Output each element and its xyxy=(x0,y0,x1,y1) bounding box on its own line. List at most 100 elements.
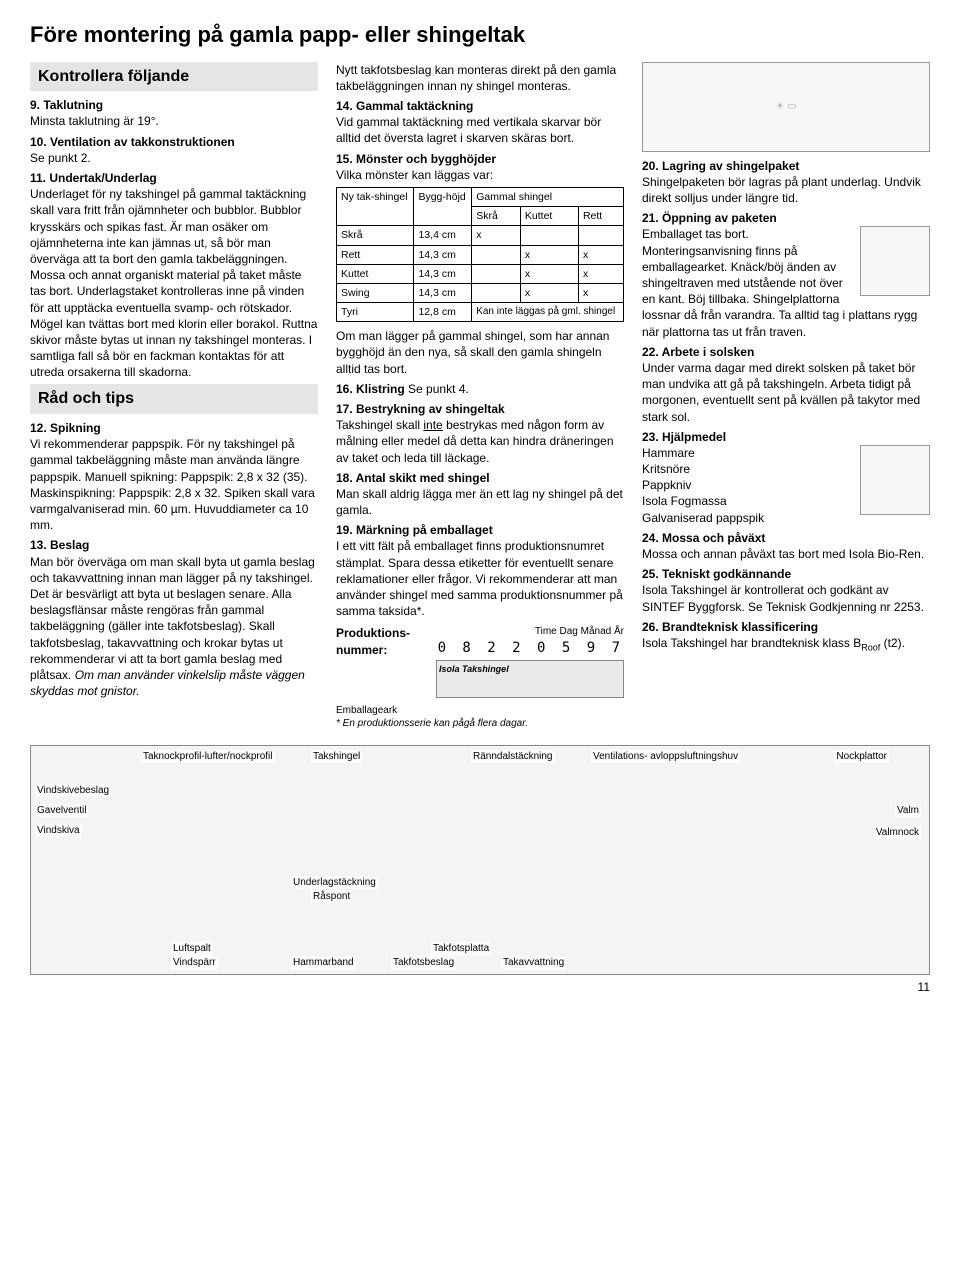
item-17-body-a: Takshingel skall xyxy=(336,418,423,432)
tool-0: Hammare xyxy=(642,446,695,460)
lbl-vindskiva: Vindskiva xyxy=(35,824,82,838)
cell: Swing xyxy=(337,283,414,302)
prodnum-label: Produktions-nummer: xyxy=(336,625,426,657)
item-26-body-b: Roof xyxy=(861,642,880,652)
item-10-title: 10. Ventilation av takkonstruktionen xyxy=(30,135,235,149)
item-11: 11. Undertak/Underlag Underlaget för ny … xyxy=(30,170,318,380)
roof-diagram: Taknockprofil-lufter/nockprofil Takshing… xyxy=(30,745,930,975)
lbl-gavelventil: Gavelventil xyxy=(35,804,88,818)
item-13-title: 13. Beslag xyxy=(30,538,89,552)
cell: x xyxy=(520,264,578,283)
table-row: Swing 14,3 cm x x xyxy=(337,283,624,302)
cell: x xyxy=(472,226,521,245)
item-22-title: 22. Arbete i solsken xyxy=(642,345,754,359)
cell xyxy=(520,226,578,245)
item-24: 24. Mossa och påväxt Mossa och annan påv… xyxy=(642,530,930,562)
item-15: 15. Mönster och bygghöjder Vilka mönster… xyxy=(336,151,624,183)
item-15-title: 15. Mönster och bygghöjder xyxy=(336,152,496,166)
lbl-vindskivebeslag: Vindskivebeslag xyxy=(35,784,111,798)
item-19-title: 19. Märkning på emballaget xyxy=(336,523,493,537)
cell: 13,4 cm xyxy=(414,226,472,245)
cell: 14,3 cm xyxy=(414,245,472,264)
item-11-body: Underlaget för ny takshingel på gammal t… xyxy=(30,187,317,379)
tool-3: Isola Fogmassa xyxy=(642,494,727,508)
table-row: Kuttet 14,3 cm x x xyxy=(337,264,624,283)
item-25: 25. Tekniskt godkännande Isola Takshinge… xyxy=(642,566,930,615)
item-9-title: 9. Taklutning xyxy=(30,98,103,112)
lbl-vindsparr: Vindspärr xyxy=(171,956,218,970)
header-kontrollera: Kontrollera följande xyxy=(30,62,318,92)
item-26-body-c: (t2). xyxy=(880,636,905,650)
item-16: 16. Klistring Se punkt 4. xyxy=(336,381,624,397)
item-14: 14. Gammal taktäckning Vid gammal taktäc… xyxy=(336,98,624,147)
column-1: Kontrollera följande 9. Taklutning Minst… xyxy=(30,62,318,731)
item-9-body: Minsta taklutning är 19°. xyxy=(30,114,159,128)
illus-shingle-icon xyxy=(860,226,930,296)
item-22-body: Under varma dagar med direkt solsken på … xyxy=(642,361,920,424)
item-12-title: 12. Spikning xyxy=(30,421,101,435)
lbl-takfotsplatta: Takfotsplatta xyxy=(431,942,491,956)
item-17-title: 17. Bestrykning av shingeltak xyxy=(336,402,505,416)
prodnum-digits: 0 8 2 2 0 5 9 7 xyxy=(436,639,624,658)
item-23-title: 23. Hjälpmedel xyxy=(642,430,726,444)
column-3: ☀ ▭ 20. Lagring av shingelpaket Shingelp… xyxy=(642,62,930,731)
item-24-title: 24. Mossa och påväxt xyxy=(642,531,765,545)
item-20-body: Shingelpaketen bör lagras på plant under… xyxy=(642,175,921,205)
cell: 14,3 cm xyxy=(414,264,472,283)
item-13: 13. Beslag Man bör överväga om man skall… xyxy=(30,537,318,699)
illus-sun-icon: ☀ ▭ xyxy=(642,62,930,152)
cell: x xyxy=(520,245,578,264)
main-columns: Kontrollera följande 9. Taklutning Minst… xyxy=(30,62,930,731)
item-26-title: 26. Brandteknisk klassificering xyxy=(642,620,818,634)
item-19: 19. Märkning på emballaget I ett vitt fä… xyxy=(336,522,624,619)
item-26: 26. Brandteknisk klassificering Isola Ta… xyxy=(642,619,930,654)
item-12-body: Vi rekommenderar pappspik. För ny takshi… xyxy=(30,437,315,532)
lbl-ventilations: Ventilations- avloppsluftningshuv xyxy=(591,750,740,764)
intro-para: Nytt takfotsbeslag kan monteras direkt p… xyxy=(336,62,624,94)
item-16-body: Se punkt 4. xyxy=(408,382,469,396)
item-12: 12. Spikning Vi rekommenderar pappspik. … xyxy=(30,420,318,533)
cell: Rett xyxy=(337,245,414,264)
item-25-title: 25. Tekniskt godkännande xyxy=(642,567,791,581)
embal-title: Isola Takshingel xyxy=(439,663,621,675)
cell: Tyri xyxy=(337,303,414,322)
lbl-underlagstackning: Underlagstäckning xyxy=(291,876,378,890)
th-skra: Skrå xyxy=(472,207,521,226)
cell xyxy=(472,264,521,283)
item-22: 22. Arbete i solsken Under varma dagar m… xyxy=(642,344,930,425)
item-21: 21. Öppning av paketen Emballaget tas bo… xyxy=(642,210,930,340)
th-rett: Rett xyxy=(578,207,623,226)
embal-box: Isola Takshingel xyxy=(436,660,624,698)
cell: x xyxy=(578,245,623,264)
item-16-title: 16. Klistring xyxy=(336,382,405,396)
item-14-body: Vid gammal taktäckning med vertikala ska… xyxy=(336,115,601,145)
item-13-body-a: Man bör överväga om man skall byta ut ga… xyxy=(30,555,315,682)
cell xyxy=(472,245,521,264)
item-10: 10. Ventilation av takkonstruktionen Se … xyxy=(30,134,318,166)
table-header-row: Ny tak-shingel Bygg-höjd Gammal shingel xyxy=(337,188,624,207)
cell xyxy=(472,283,521,302)
item-21-title: 21. Öppning av paketen xyxy=(642,211,777,225)
lbl-takshingel: Takshingel xyxy=(311,750,362,764)
lbl-ranndal: Ränndalstäckning xyxy=(471,750,555,764)
cell: 14,3 cm xyxy=(414,283,472,302)
lbl-raspont: Råspont xyxy=(311,890,352,904)
column-2: Nytt takfotsbeslag kan monteras direkt p… xyxy=(336,62,624,731)
item-19-body: I ett vitt fält på emballaget finns prod… xyxy=(336,539,623,618)
table-row: Skrå 13,4 cm x xyxy=(337,226,624,245)
cell: x xyxy=(520,283,578,302)
item-23: 23. Hjälpmedel Hammare Kritsnöre Pappkni… xyxy=(642,429,930,526)
tool-1: Kritsnöre xyxy=(642,462,690,476)
page-number: 11 xyxy=(30,979,930,995)
item-14-title: 14. Gammal taktäckning xyxy=(336,99,473,113)
after-table: Om man lägger på gammal shingel, som har… xyxy=(336,328,624,377)
cell: 12,8 cm xyxy=(414,303,472,322)
item-18-title: 18. Antal skikt med shingel xyxy=(336,471,490,485)
lbl-luftspalt: Luftspalt xyxy=(171,942,213,956)
lbl-nockplattor: Nockplattor xyxy=(834,750,889,764)
lbl-valmnock: Valmnock xyxy=(874,826,921,840)
cell: Kuttet xyxy=(337,264,414,283)
item-11-title: 11. Undertak/Underlag xyxy=(30,171,157,185)
item-24-body: Mossa och annan påväxt tas bort med Isol… xyxy=(642,547,924,561)
th-height: Bygg-höjd xyxy=(414,188,472,226)
